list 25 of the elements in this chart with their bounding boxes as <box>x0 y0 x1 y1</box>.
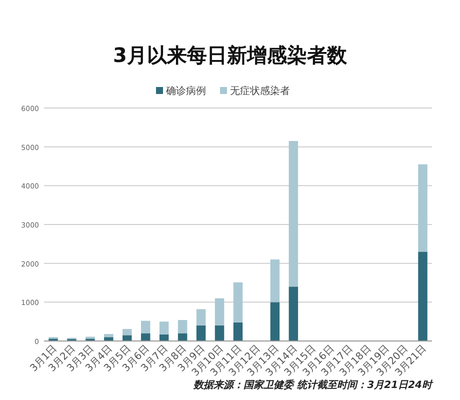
bar <box>141 333 150 341</box>
bar <box>270 302 280 341</box>
bar <box>178 333 188 341</box>
bar <box>141 320 150 334</box>
bar <box>178 320 188 334</box>
chart-title: 3月以来每日新增感染者数 <box>113 43 348 67</box>
bar <box>418 164 428 252</box>
bar <box>159 322 169 334</box>
bar <box>418 252 428 341</box>
bar <box>214 298 224 326</box>
bar <box>214 325 224 341</box>
bar <box>104 334 114 338</box>
bar <box>233 322 243 341</box>
bar <box>288 141 298 287</box>
bar <box>122 328 132 336</box>
legend-label: 确诊病例 <box>165 85 206 97</box>
bar <box>122 335 132 341</box>
source-note: 数据来源：国家卫健委 统计截至时间：3月21日24时 <box>192 379 434 391</box>
legend-label: 无症状感染者 <box>230 85 290 97</box>
bar <box>104 337 114 341</box>
bar <box>196 325 206 341</box>
bar <box>196 309 206 326</box>
bar <box>288 286 298 341</box>
bar <box>270 259 280 302</box>
bar <box>233 282 243 322</box>
